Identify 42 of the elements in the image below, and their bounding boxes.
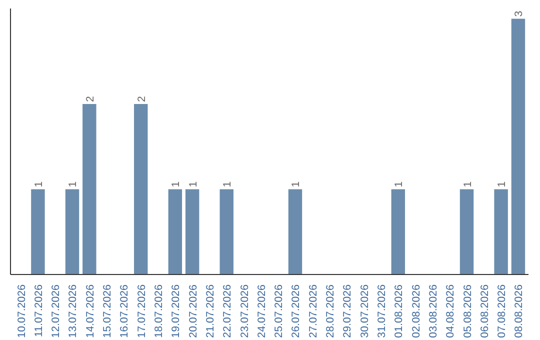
data-label: 1 — [67, 181, 80, 188]
x-tick-label: 20.07.2026 — [187, 284, 200, 338]
x-tick-label: 08.08.2026 — [513, 284, 526, 338]
data-label: 3 — [513, 10, 526, 17]
x-tick-label: 25.07.2026 — [273, 284, 286, 338]
data-label: 1 — [187, 181, 200, 188]
data-label: 1 — [462, 181, 474, 188]
x-tick-label: 30.07.2026 — [358, 284, 371, 338]
x-tick-label: 16.07.2026 — [118, 284, 131, 338]
x-tick-label: 24.07.2026 — [256, 284, 268, 338]
data-label: 1 — [393, 181, 406, 188]
x-tick-label: 07.08.2026 — [496, 284, 508, 338]
x-tick-label: 14.07.2026 — [84, 284, 96, 338]
x-tick-label: 27.07.2026 — [307, 284, 320, 338]
x-tick-label: 18.07.2026 — [153, 284, 166, 338]
data-label: 1 — [290, 181, 302, 188]
x-tick-label: 13.07.2026 — [67, 284, 80, 338]
data-label: 1 — [170, 181, 182, 188]
x-tick-label: 19.07.2026 — [170, 284, 182, 338]
x-tick-label: 29.07.2026 — [342, 284, 354, 338]
x-tick-label: 21.07.2026 — [204, 284, 216, 338]
data-label: 1 — [32, 181, 45, 188]
x-tick-label: 15.07.2026 — [102, 284, 114, 338]
x-tick-label: 11.07.2026 — [32, 284, 45, 338]
x-tick-label: 04.08.2026 — [444, 284, 457, 338]
x-tick-label: 02.08.2026 — [410, 284, 422, 338]
x-tick-label: 31.07.2026 — [376, 284, 388, 338]
x-tick-label: 06.08.2026 — [478, 284, 491, 338]
x-tick-label: 10.07.2026 — [16, 284, 28, 338]
data-label: 1 — [496, 181, 508, 188]
x-tick-label: 23.07.2026 — [238, 284, 251, 338]
x-tick-label: 05.08.2026 — [462, 284, 474, 338]
x-tick-label: 03.08.2026 — [427, 284, 440, 338]
data-label: 2 — [84, 96, 96, 102]
x-tick-label: 26.07.2026 — [290, 284, 302, 338]
x-tick-label: 22.07.2026 — [222, 284, 234, 338]
x-tick-label: 17.07.2026 — [136, 284, 148, 338]
data-label: 1 — [222, 181, 234, 188]
x-tick-label: 12.07.2026 — [50, 284, 62, 338]
data-label: 2 — [136, 96, 148, 102]
x-tick-label: 01.08.2026 — [393, 284, 406, 338]
x-tick-label: 28.07.2026 — [324, 284, 337, 338]
